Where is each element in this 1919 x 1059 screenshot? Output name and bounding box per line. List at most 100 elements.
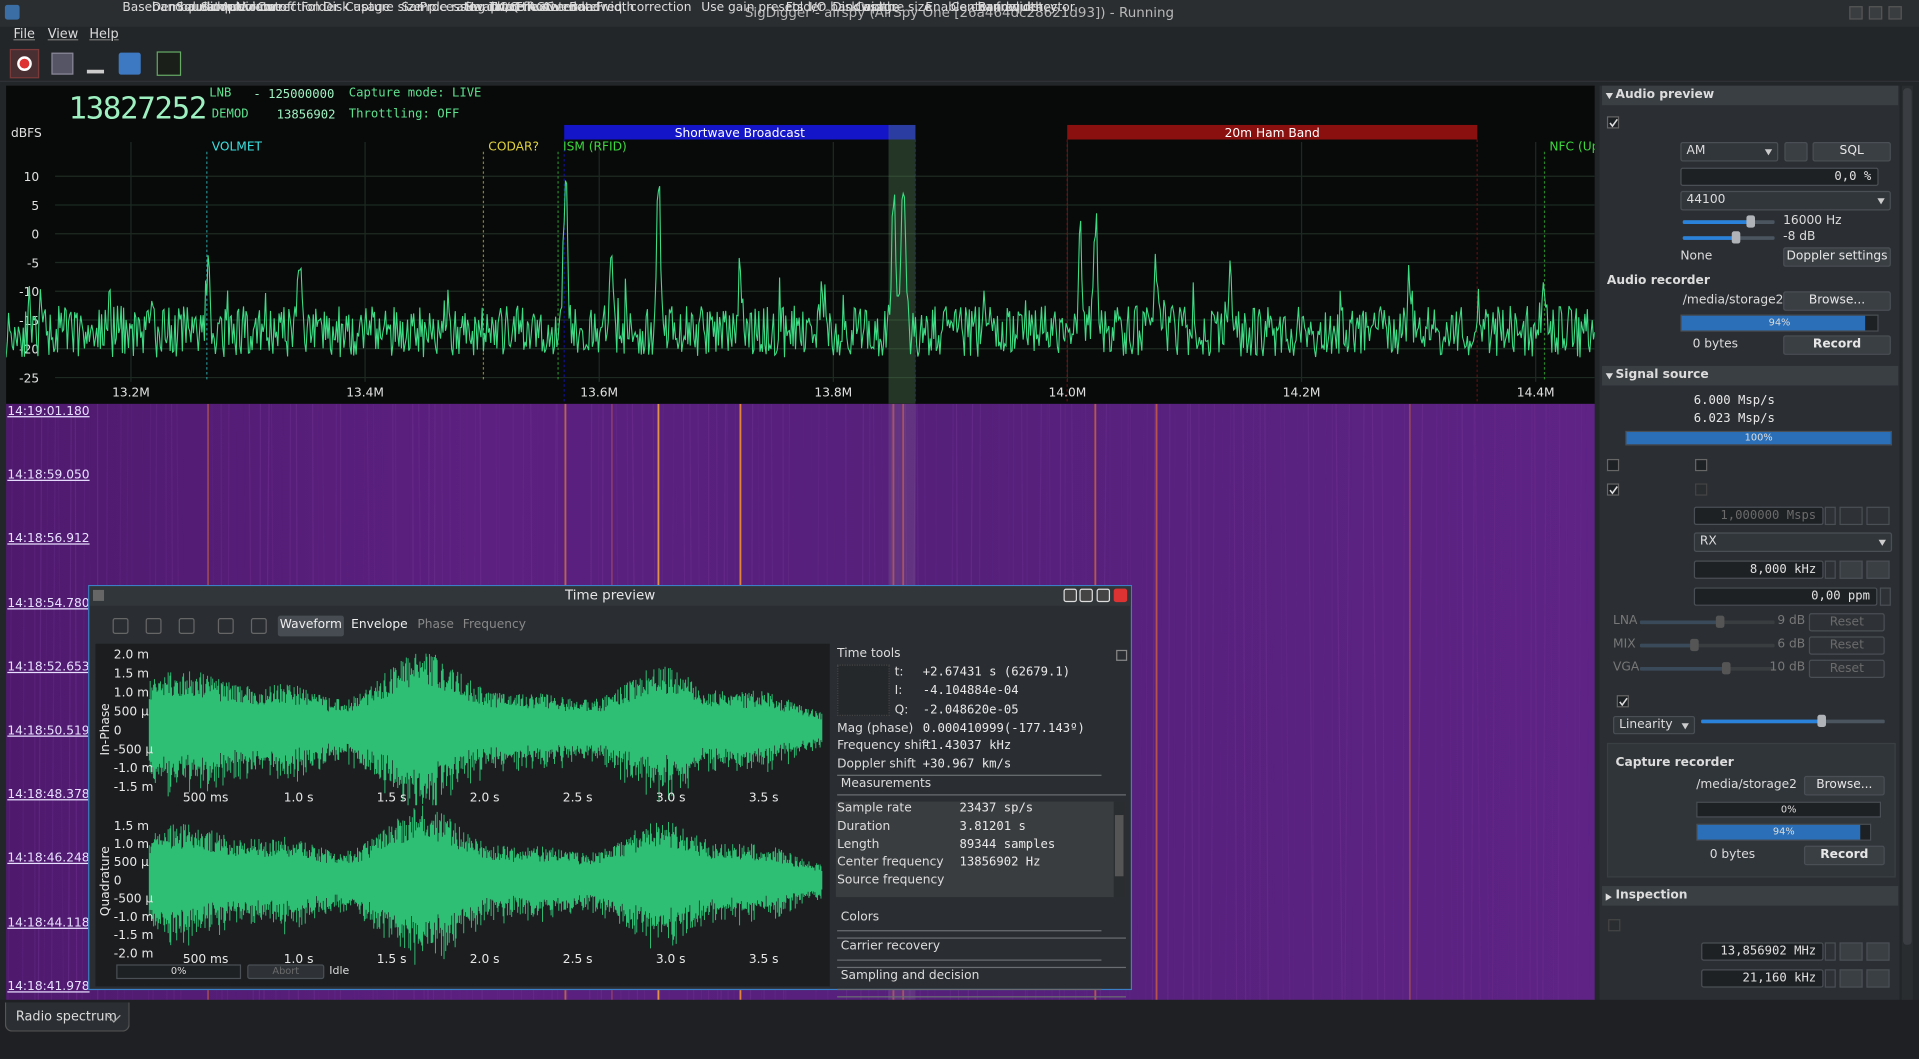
section-header[interactable] [1602, 85, 1899, 106]
spin-box[interactable]: 0,0 % [1680, 167, 1879, 187]
section-title: Measurements [840, 777, 932, 791]
section-header[interactable] [1602, 886, 1899, 906]
toolbar-button[interactable] [118, 52, 141, 75]
app-icon [4, 4, 20, 20]
tab[interactable] [4, 1002, 130, 1032]
toolbar-button[interactable] [51, 52, 74, 75]
step-button[interactable] [1839, 969, 1863, 988]
tool-button[interactable] [250, 618, 267, 634]
checkbox[interactable] [1606, 116, 1620, 129]
menu-item[interactable]: File [13, 26, 35, 42]
spin-box[interactable]: 8,000 kHz [1693, 560, 1824, 579]
dialog-icon [93, 589, 105, 601]
waterfall-streak [1173, 403, 1176, 1000]
button[interactable]: SQL [1812, 141, 1891, 162]
menu-item[interactable]: View [47, 26, 79, 42]
x-tick-label: 14.2M [1283, 386, 1321, 400]
button[interactable]: Browse... [1803, 775, 1885, 796]
x-tick-label: 13.2M [112, 386, 150, 400]
x-tick-label: 13.6M [580, 386, 618, 400]
separator [837, 959, 1102, 961]
checkbox[interactable] [1606, 458, 1620, 472]
slider-handle[interactable] [1817, 714, 1826, 727]
field-value: 16000 Hz [1783, 214, 1842, 228]
waterfall-streak [1151, 403, 1156, 1000]
button[interactable] [1784, 141, 1808, 162]
check-mark [1609, 486, 1618, 495]
button[interactable]: Record [1803, 845, 1885, 866]
spin-arrows[interactable] [1824, 560, 1836, 579]
tab-button[interactable]: Envelope [351, 618, 408, 632]
gain-label: MIX [1613, 637, 1636, 652]
window-button[interactable] [1888, 6, 1902, 20]
slider-handle[interactable] [1746, 215, 1756, 228]
dialog-button[interactable] [1079, 588, 1093, 603]
table-value: 89344 samples [959, 837, 1056, 852]
x-tick-label: 1.5 s [377, 952, 407, 966]
tab-button[interactable]: Phase [417, 618, 454, 632]
y-axis-label: In-Phase [98, 703, 112, 755]
field-value: -1.43037 kHz [922, 739, 1012, 753]
check-mark [1619, 697, 1628, 707]
checkbox[interactable] [1616, 695, 1629, 708]
step-button[interactable] [1839, 942, 1863, 961]
timestamp: 14:19:01.180 [7, 405, 90, 419]
y-tick-label: -500 μ [114, 742, 154, 756]
collapsible-section[interactable]: Colors [840, 910, 880, 925]
spin-box[interactable]: 13,856902 MHz [1701, 942, 1824, 961]
spin-arrows[interactable] [1824, 942, 1836, 961]
spin-box[interactable]: 21,160 kHz [1701, 969, 1824, 988]
band-bar [1067, 124, 1478, 140]
slider-handle[interactable] [1731, 231, 1741, 244]
window-button[interactable] [1849, 6, 1863, 20]
tool-button[interactable] [112, 618, 129, 634]
scrollbar-handle[interactable] [1903, 88, 1912, 945]
dialog-button[interactable] [1113, 588, 1128, 603]
combo-box[interactable]: Linearity [1613, 715, 1696, 735]
frequency-display[interactable]: 13827252 [68, 90, 208, 127]
button[interactable]: Doppler settings [1783, 247, 1891, 267]
collapsible-section[interactable]: Carrier recovery [840, 939, 941, 954]
step-button[interactable] [1839, 560, 1863, 579]
slider-track-fill [1639, 666, 1726, 671]
collapsible-section[interactable]: Sampling and decision [840, 969, 980, 983]
tool-button[interactable] [145, 618, 162, 634]
waterfall-streak [43, 403, 49, 1000]
tab-button[interactable]: Waveform [277, 615, 344, 637]
toolbar-button[interactable] [86, 54, 105, 74]
section-header[interactable] [1602, 365, 1899, 386]
checkbox[interactable] [1695, 458, 1708, 472]
combo-box[interactable]: 44100 [1680, 190, 1891, 211]
waterfall-streak [1224, 403, 1232, 1000]
tool-button[interactable] [217, 618, 234, 634]
scrollbar-handle[interactable] [1114, 815, 1124, 877]
toolbar-button[interactable] [156, 51, 182, 76]
dialog-button[interactable] [1063, 588, 1077, 603]
progress-bar-label: 94% [1768, 316, 1791, 328]
tool-button[interactable] [178, 618, 195, 634]
combo-box[interactable]: AM [1680, 141, 1779, 162]
step-button[interactable] [1866, 942, 1890, 961]
window-button[interactable] [1868, 6, 1883, 20]
combo-box[interactable]: RX [1693, 532, 1893, 552]
dialog-button[interactable] [1096, 588, 1111, 603]
spin-arrows[interactable] [1824, 969, 1836, 988]
1324: Effective rate [515, 1, 598, 15]
step-button[interactable] [1866, 560, 1890, 579]
tab-button[interactable]: Frequency [462, 618, 527, 632]
waterfall-streak [1307, 403, 1314, 1000]
menu-item[interactable]: Help [89, 26, 119, 42]
checkbox[interactable] [1606, 483, 1620, 496]
button[interactable]: Record [1783, 335, 1891, 355]
spin-arrows[interactable] [1879, 587, 1891, 606]
tool-icon[interactable] [1116, 649, 1128, 661]
step-button[interactable] [1866, 969, 1890, 988]
dialog-title-bar [89, 586, 1131, 606]
1345: Antenna [542, 1, 594, 15]
button[interactable]: Browse... [1783, 291, 1891, 311]
spin-box[interactable]: 0,00 ppm [1693, 587, 1878, 606]
progress-bar-label: 100% [1744, 432, 1773, 444]
1318: Capture size [345, 1, 422, 15]
waterfall-streak [1210, 403, 1216, 1000]
